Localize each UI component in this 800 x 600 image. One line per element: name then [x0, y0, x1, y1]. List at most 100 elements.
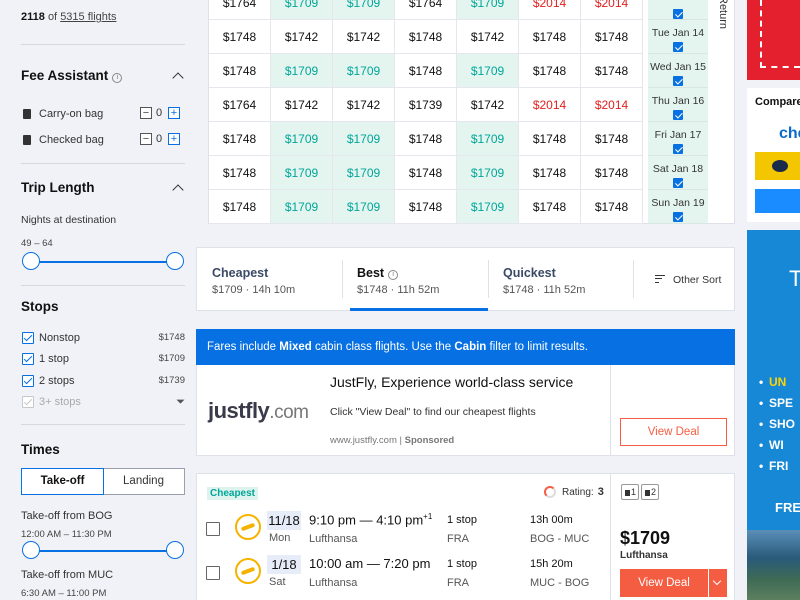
price-cell[interactable]: $1748 — [395, 122, 457, 156]
price-cell[interactable]: $1709 — [457, 54, 519, 88]
price-cell[interactable]: $1742 — [271, 88, 333, 122]
promo-ad[interactable] — [747, 0, 800, 80]
price-cell[interactable]: $1742 — [333, 88, 395, 122]
takeoff-bog-max-handle[interactable] — [166, 541, 184, 559]
price-cell[interactable]: $2014 — [519, 88, 581, 122]
takeoff-bog-slider-track[interactable] — [30, 550, 176, 552]
price-cell[interactable]: $1748 — [395, 54, 457, 88]
price-cell[interactable]: $1709 — [271, 156, 333, 190]
price-cell[interactable]: $1709 — [271, 0, 333, 20]
chevron-up-icon[interactable] — [172, 72, 184, 84]
price-cell[interactable]: $1709 — [457, 156, 519, 190]
trip-length-title[interactable]: Trip Length — [21, 180, 95, 195]
price-cell[interactable]: $1764 — [395, 0, 457, 20]
price-cell[interactable]: $1709 — [271, 122, 333, 156]
price-cell[interactable]: $2014 — [581, 88, 643, 122]
return-date-checkbox[interactable] — [673, 212, 683, 222]
return-date-checkbox[interactable] — [673, 9, 683, 19]
tab-cheapest[interactable]: Cheapest $1709 · 14h 10m — [197, 248, 342, 310]
price-cell[interactable]: $1709 — [333, 54, 395, 88]
price-cell[interactable]: $1748 — [209, 156, 271, 190]
price-cell[interactable]: $1748 — [519, 156, 581, 190]
checked-bag-plus-button[interactable]: + — [168, 133, 180, 145]
price-cell[interactable]: $1748 — [209, 20, 271, 54]
ad-title[interactable]: JustFly, Experience world-class service — [330, 374, 574, 390]
nonstop-checkbox[interactable] — [22, 332, 34, 344]
filter-icon[interactable]: ⏷ — [176, 396, 185, 408]
price-cell[interactable]: $1748 — [395, 190, 457, 224]
price-cell[interactable]: $1748 — [581, 190, 643, 224]
return-date-cell[interactable]: Thu Jan 16 — [648, 88, 708, 122]
nights-slider-track[interactable] — [30, 261, 176, 263]
price-cell[interactable]: $1709 — [333, 122, 395, 156]
price-cell[interactable]: $1748 — [209, 190, 271, 224]
other-sort-button[interactable]: Other Sort — [655, 274, 721, 286]
nights-min-handle[interactable] — [22, 252, 40, 270]
price-cell[interactable]: $1748 — [209, 54, 271, 88]
price-cell[interactable]: $1748 — [581, 54, 643, 88]
price-cell[interactable]: $2014 — [519, 0, 581, 20]
carry-on-minus-button[interactable]: − — [140, 107, 152, 119]
return-date-checkbox[interactable] — [673, 110, 683, 120]
ad-view-deal-button[interactable]: View Deal — [620, 418, 727, 446]
stop-option-1-stop[interactable]: 1 stop $1709 — [21, 353, 185, 367]
price-cell[interactable]: $1709 — [333, 0, 395, 20]
price-cell[interactable]: $1748 — [395, 20, 457, 54]
nights-max-handle[interactable] — [166, 252, 184, 270]
takeoff-landing-toggle[interactable]: Take-off Landing — [21, 468, 185, 495]
stop-option-2-stops[interactable]: 2 stops $1739 — [21, 375, 185, 389]
price-cell[interactable]: $1748 — [519, 20, 581, 54]
return-date-cell[interactable] — [648, 0, 708, 20]
compare-ad[interactable]: Compare che — [747, 88, 800, 222]
one-stop-checkbox[interactable] — [22, 353, 34, 365]
price-cell[interactable]: $1709 — [271, 54, 333, 88]
cabin-filter-link[interactable]: Cabin — [454, 341, 487, 353]
return-date-cell[interactable]: Sat Jan 18 — [648, 156, 708, 190]
price-cell[interactable]: $1709 — [457, 122, 519, 156]
price-cell[interactable]: $1748 — [519, 190, 581, 224]
price-cell[interactable]: $1748 — [519, 122, 581, 156]
info-icon[interactable]: i — [388, 270, 399, 280]
chevron-up-icon[interactable] — [172, 184, 184, 196]
fee-assistant-title[interactable]: Fee Assistant i — [21, 68, 123, 83]
price-cell[interactable]: $1748 — [581, 122, 643, 156]
carry-on-plus-button[interactable]: + — [168, 107, 180, 119]
travel-ad[interactable]: T UN SPE SHO WI FRI FRE — [747, 230, 800, 600]
price-cell[interactable]: $1742 — [457, 88, 519, 122]
tab-quickest[interactable]: Quickest $1748 · 11h 52m — [488, 248, 633, 310]
return-date-cell[interactable]: Fri Jan 17 — [648, 122, 708, 156]
price-cell[interactable]: $1764 — [209, 88, 271, 122]
total-flights-link[interactable]: 5315 flights — [60, 11, 117, 23]
tab-landing[interactable]: Landing — [123, 475, 164, 487]
outbound-checkbox[interactable] — [206, 522, 220, 536]
price-cell[interactable]: $1709 — [457, 190, 519, 224]
stop-option-nonstop[interactable]: Nonstop $1748 — [21, 332, 185, 346]
return-date-cell[interactable]: Tue Jan 14 — [648, 20, 708, 54]
info-icon[interactable]: i — [112, 73, 123, 83]
price-cell[interactable]: $1739 — [395, 88, 457, 122]
price-cell[interactable]: $1709 — [333, 190, 395, 224]
return-date-checkbox[interactable] — [673, 178, 683, 188]
return-date-cell[interactable]: Wed Jan 15 — [648, 54, 708, 88]
price-cell[interactable]: $1748 — [519, 54, 581, 88]
return-date-checkbox[interactable] — [673, 144, 683, 154]
rating[interactable]: Rating: 3 — [544, 486, 604, 498]
price-cell[interactable]: $1764 — [209, 0, 271, 20]
two-stops-checkbox[interactable] — [22, 375, 34, 387]
price-cell[interactable]: $1742 — [457, 20, 519, 54]
price-cell[interactable]: $1742 — [271, 20, 333, 54]
tab-best[interactable]: Best i $1748 · 11h 52m — [342, 248, 488, 311]
price-cell[interactable]: $2014 — [581, 0, 643, 20]
price-cell[interactable]: $1748 — [395, 156, 457, 190]
price-cell[interactable]: $1709 — [333, 156, 395, 190]
view-deal-button[interactable]: View Deal — [620, 569, 708, 597]
price-cell[interactable]: $1748 — [581, 20, 643, 54]
price-cell[interactable]: $1742 — [333, 20, 395, 54]
return-date-cell[interactable]: Sun Jan 19 — [648, 190, 708, 224]
return-checkbox[interactable] — [206, 566, 220, 580]
sponsored-ad[interactable]: justfly.com JustFly, Experience world-cl… — [196, 365, 735, 456]
takeoff-bog-min-handle[interactable] — [22, 541, 40, 559]
return-date-checkbox[interactable] — [673, 42, 683, 52]
price-cell[interactable]: $1709 — [457, 0, 519, 20]
flight-result-card[interactable]: Cheapest Rating: 3 11/18 Mon 9:10 pm — 4:… — [196, 473, 735, 600]
